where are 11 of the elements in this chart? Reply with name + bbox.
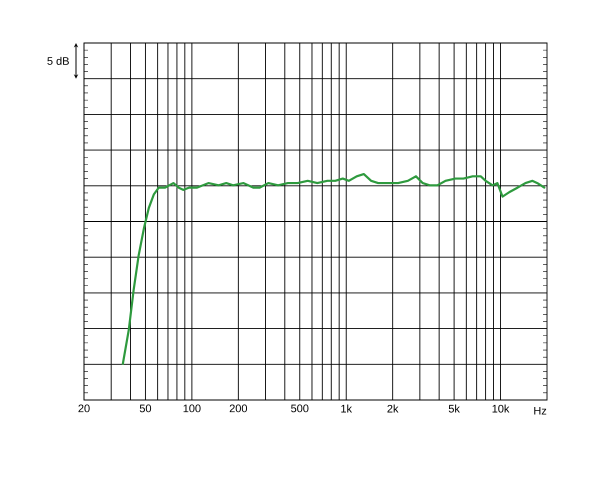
x-tick-label: 100 <box>184 404 201 412</box>
x-tick-label: 10k <box>492 404 510 413</box>
x-tick-label: 200 <box>230 404 248 412</box>
x-tick-label: 500 <box>291 404 308 412</box>
x-tick-label: 1k <box>341 404 352 412</box>
x-axis-title: Hz <box>534 407 546 415</box>
text: 5 dB <box>47 56 69 65</box>
x-tick-label: 50 <box>140 404 152 412</box>
x-tick-label: 2k <box>387 404 398 412</box>
x-tick-label: 20 <box>78 404 90 412</box>
x-tick-label: 5k <box>448 404 460 413</box>
